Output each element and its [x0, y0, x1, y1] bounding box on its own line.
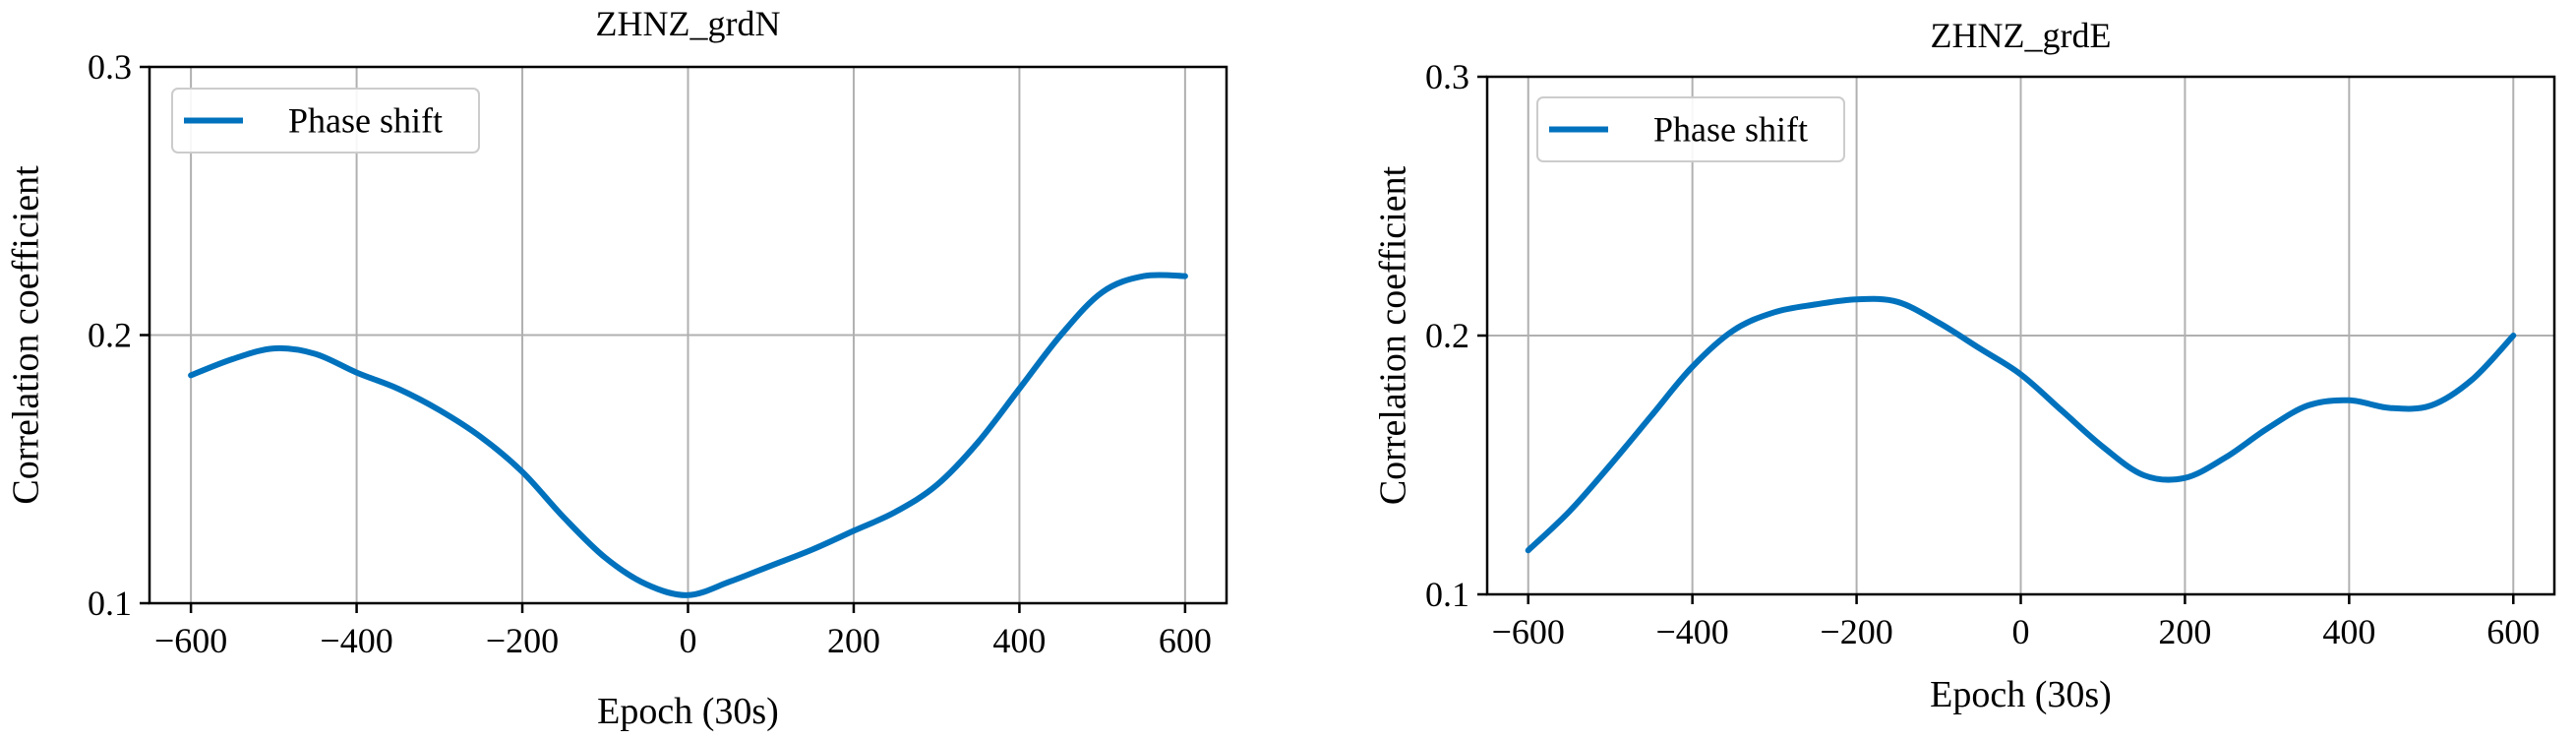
legend-box: [1536, 96, 1845, 162]
x-tick-label: 0: [2012, 612, 2030, 651]
y-tick-label: 0.2: [88, 316, 132, 355]
x-tick-label: 600: [1159, 621, 1212, 660]
legend: Phase shift: [171, 88, 480, 154]
x-tick-label: −400: [1655, 612, 1728, 651]
y-axis-label: Correlation coefficient: [1373, 165, 1414, 505]
x-axis-label: Epoch (30s): [1930, 674, 2112, 715]
x-tick-label: 400: [2322, 612, 2375, 651]
x-tick-label: −200: [486, 621, 559, 660]
x-axis-label: Epoch (30s): [597, 691, 779, 732]
x-tick-label: −600: [1492, 612, 1565, 651]
y-tick-label: 0.1: [1425, 575, 1469, 614]
x-tick-label: 200: [2158, 612, 2211, 651]
legend-label: Phase shift: [288, 101, 443, 141]
chart-zhnz-grde: −600 −400 −200 0 200 400 600 0.1 0.2 0.3 ZHNZ_grdE…: [1373, 16, 2556, 715]
y-axis-label: Correlation coefficient: [6, 165, 47, 505]
series-line-phase-shift: [188, 272, 1188, 598]
chart-title: ZHNZ_grdE: [1931, 16, 2112, 55]
legend-label: Phase shift: [1653, 110, 1808, 150]
x-tick-label: 200: [827, 621, 880, 660]
y-tick-label: 0.2: [1425, 316, 1469, 355]
legend-box: [171, 88, 480, 154]
y-tick-label: 0.1: [88, 584, 132, 623]
series-line-phase-shift: [1525, 295, 2517, 554]
x-tick-label: −400: [320, 621, 392, 660]
x-tick-label: −200: [1820, 612, 1892, 651]
x-tick-label: 400: [992, 621, 1046, 660]
legend: Phase shift: [1536, 96, 1845, 162]
x-tick-label: 0: [680, 621, 697, 660]
chart-zhnz-grdn: −600 −400 −200 0 200 400 600 0.1 0.2 0.3 ZHNZ_grdN…: [6, 4, 1228, 732]
chart-title: ZHNZ_grdN: [596, 4, 781, 43]
y-tick-label: 0.3: [88, 47, 132, 87]
x-tick-label: 600: [2486, 612, 2540, 651]
y-tick-label: 0.3: [1425, 57, 1469, 96]
x-tick-label: −600: [154, 621, 227, 660]
